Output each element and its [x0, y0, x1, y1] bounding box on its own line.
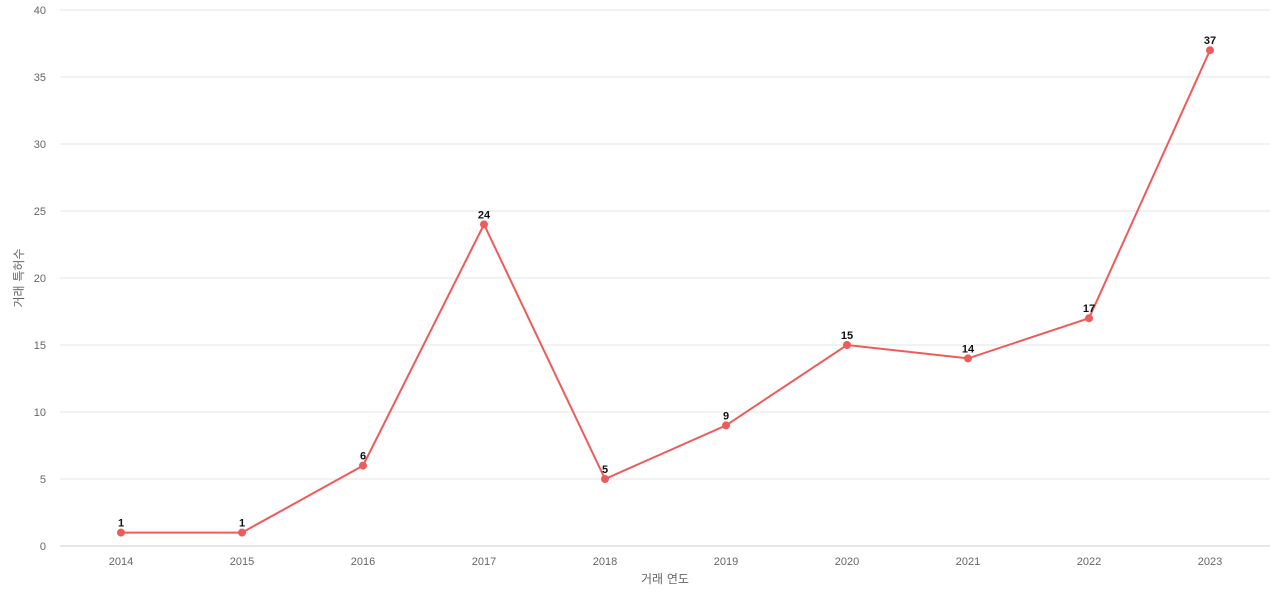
data-point: [601, 475, 609, 483]
y-tick-label: 0: [40, 541, 46, 553]
y-tick-label: 5: [40, 474, 46, 486]
y-axis-title: 거래 특허수: [12, 248, 26, 307]
x-tick-label: 2021: [956, 556, 980, 568]
y-axis-ticks: 0 5 10 15 20 25 30 35 40: [34, 5, 46, 553]
data-point: [722, 421, 730, 430]
x-tick-label: 2014: [109, 556, 133, 568]
data-label: 5: [602, 464, 608, 476]
data-label: 37: [1204, 35, 1216, 47]
x-tick-label: 2016: [351, 556, 375, 568]
y-tick-label: 25: [34, 206, 46, 218]
data-label: 9: [723, 410, 729, 422]
x-tick-label: 2023: [1198, 556, 1222, 568]
data-point: [238, 528, 246, 537]
y-tick-label: 40: [34, 5, 46, 17]
data-label: 17: [1083, 303, 1095, 315]
data-label: 15: [841, 330, 853, 342]
data-point: [1206, 46, 1214, 55]
y-tick-label: 20: [34, 273, 46, 285]
data-label: 14: [962, 343, 975, 355]
y-tick-label: 10: [34, 407, 46, 419]
data-point: [117, 528, 125, 537]
x-tick-label: 2015: [230, 556, 254, 568]
y-tick-label: 35: [34, 72, 46, 84]
x-tick-label: 2019: [714, 556, 738, 568]
data-point: [964, 354, 972, 363]
grid-lines: [60, 9, 1270, 480]
data-point: [843, 341, 851, 349]
x-tick-label: 2018: [593, 556, 617, 568]
y-tick-label: 30: [34, 139, 46, 151]
x-axis-title: 거래 연도: [641, 572, 689, 586]
data-label: 1: [239, 518, 245, 530]
data-points: [117, 46, 1214, 537]
data-label: 1: [118, 518, 124, 530]
x-tick-label: 2022: [1077, 556, 1101, 568]
y-tick-label: 15: [34, 340, 46, 352]
data-point: [1085, 314, 1093, 323]
data-labels: 1 1 6 24 5 9 15 14 17 37: [118, 35, 1216, 529]
data-label: 24: [478, 209, 491, 221]
data-point: [359, 461, 367, 470]
data-label: 6: [360, 451, 366, 463]
x-tick-label: 2020: [835, 556, 859, 568]
x-tick-label: 2017: [472, 556, 496, 568]
series-line: [121, 49, 1211, 534]
data-point: [480, 220, 488, 229]
x-axis-ticks: 2014 2015 2016 2017 2018 2019 2020 2021 2022 2023: [109, 556, 1222, 568]
